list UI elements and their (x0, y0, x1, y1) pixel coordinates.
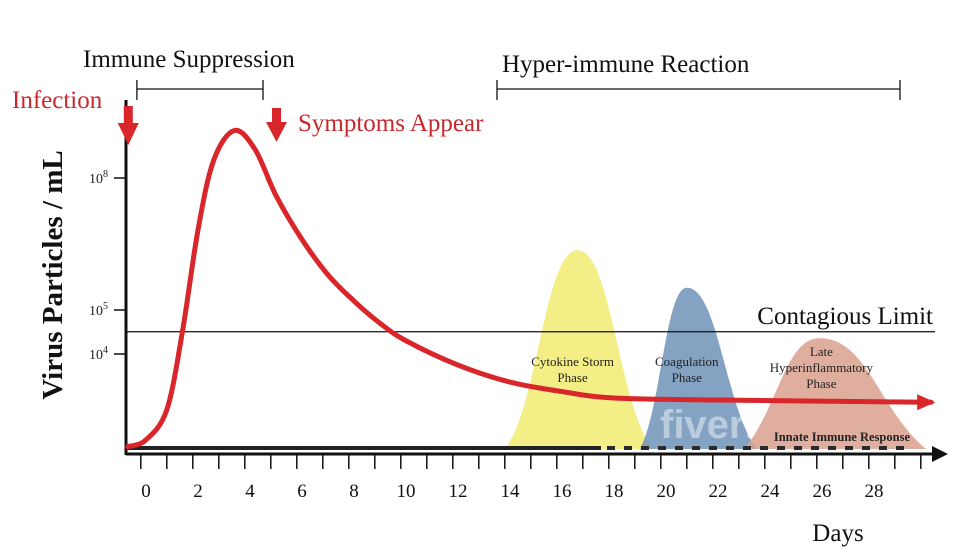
y-tick-label: 104 (89, 345, 108, 363)
x-tick-label: 24 (761, 481, 781, 502)
phase-label: Cytokine Storm (531, 354, 614, 369)
phase-area-0 (504, 250, 653, 449)
x-tick-label: 4 (245, 481, 255, 502)
x-axis-arrowhead (932, 446, 948, 462)
y-tick-label: 108 (89, 169, 108, 187)
phase-label: Phase (557, 370, 588, 385)
symptoms-label: Symptoms Appear (298, 110, 484, 137)
symptoms-arrow-icon (266, 108, 287, 142)
phase-label: Late (810, 344, 833, 359)
phase-label: Phase (806, 376, 837, 391)
infection-label: Infection (12, 87, 103, 114)
x-tick-label: 14 (501, 481, 521, 502)
x-tick-label: 10 (397, 481, 416, 502)
x-tick-label: 28 (865, 481, 884, 502)
phase-label: Hyperinflammatory (770, 360, 874, 375)
x-tick-label: 12 (449, 481, 468, 502)
x-tick-label: 0 (141, 481, 151, 502)
watermark: fiverr (660, 403, 760, 447)
virus-curve (125, 127, 934, 450)
phase-label: Coagulation (655, 354, 719, 369)
infection-arrow-icon (117, 106, 139, 145)
x-tick-label: 20 (657, 481, 676, 502)
innate-response-label: Innate Immune Response (774, 430, 911, 444)
hyper-immune-label: Hyper-immune Reaction (502, 51, 750, 78)
x-tick-label: 2 (193, 481, 203, 502)
x-tick-label: 22 (709, 481, 728, 502)
x-tick-label: 8 (349, 481, 359, 502)
phase-labels: Cytokine StormPhaseCoagulationPhaseLateH… (531, 344, 873, 391)
x-tick-label: 6 (297, 481, 307, 502)
contagious-limit-label: Contagious Limit (757, 303, 933, 330)
immune-suppression-label: Immune Suppression (83, 46, 295, 73)
phase-area-2 (744, 338, 926, 449)
y-axis-label: Virus Particles / mL (37, 150, 69, 399)
x-tick-label: 26 (813, 481, 832, 502)
phase-label: Phase (672, 370, 703, 385)
axes: 0 2 4 6 8 10 12 14 16 18 20 22 24 26 28108105104Innate… (89, 100, 948, 502)
virus-series (125, 127, 936, 450)
y-tick-label: 105 (89, 301, 108, 319)
annotations: Infection Symptoms Appear Immune Suppressi… (12, 46, 901, 145)
x-axis-label: Days (812, 520, 863, 547)
virus-curve-arrowhead (917, 394, 936, 411)
phase-area-1 (640, 287, 757, 449)
x-tick-label: 18 (605, 481, 624, 502)
x-tick-label: 16 (553, 481, 572, 502)
contagious-limit: Contagious Limit (126, 303, 935, 333)
